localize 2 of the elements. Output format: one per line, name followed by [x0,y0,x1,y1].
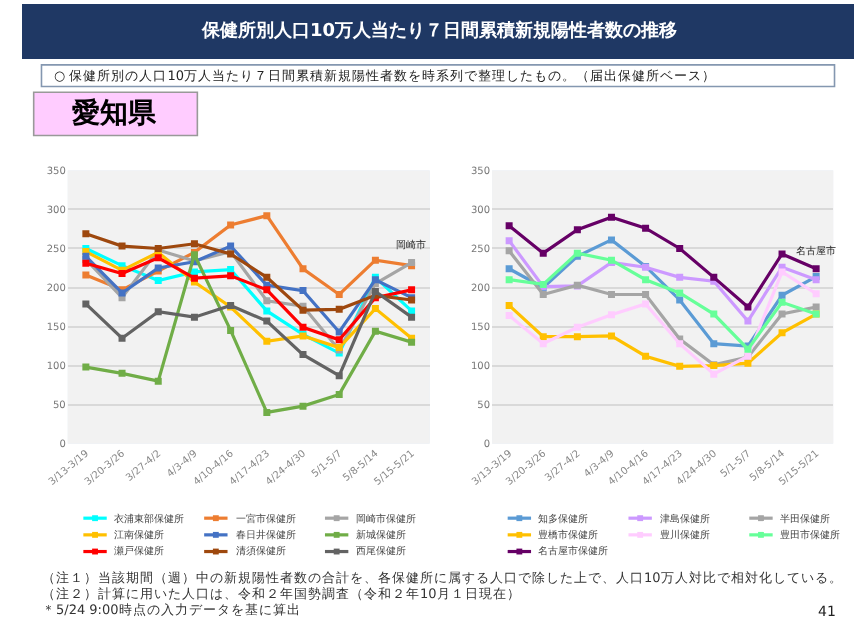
text: 愛知県 [72,98,158,130]
chart-title: 保健所別人口10万人当たり７日間累積新規陽性者数の推移 [200,20,678,42]
